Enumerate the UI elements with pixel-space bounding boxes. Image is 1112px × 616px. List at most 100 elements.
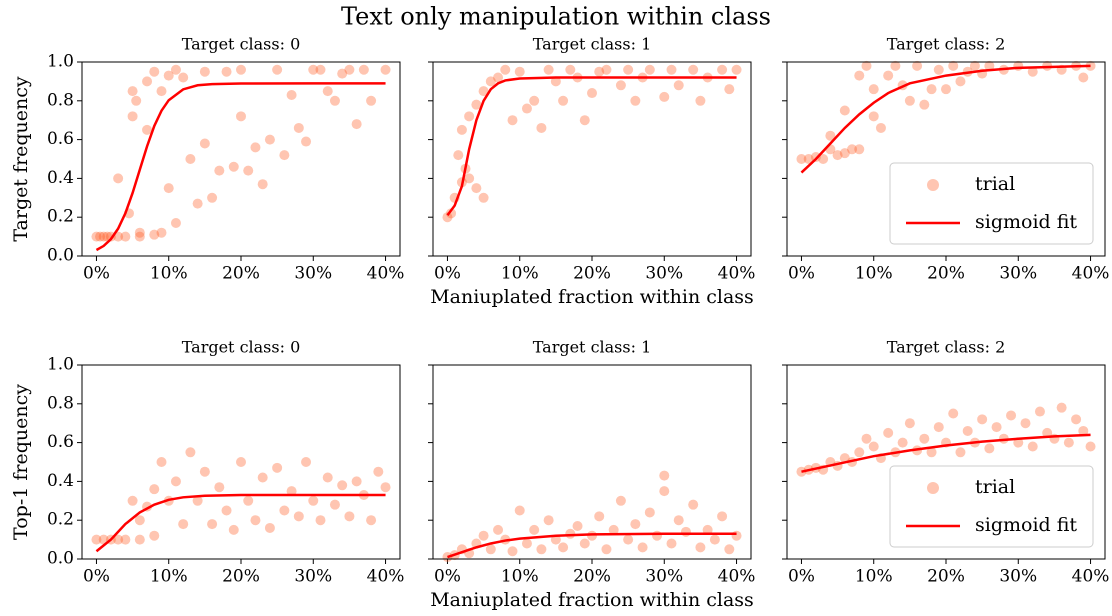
trial-point: [579, 538, 590, 549]
y-tick-label: 0.0: [47, 246, 74, 266]
trial-point: [709, 534, 720, 545]
trial-point: [521, 103, 532, 114]
fit-line: [446, 76, 737, 217]
trial-point: [95, 231, 106, 242]
trial-point: [380, 482, 391, 493]
trial-point: [344, 64, 355, 75]
trial-point: [904, 418, 915, 429]
trial-point: [337, 68, 348, 79]
trial-point: [948, 60, 959, 71]
trial-point: [666, 64, 677, 75]
trial-point: [1078, 425, 1089, 436]
trial-point: [221, 66, 232, 77]
x-tick-label: 30%: [294, 264, 332, 284]
x-tick-label: 0%: [83, 567, 110, 587]
x-tick-label: 0%: [788, 264, 815, 284]
y-tick-label: 0.8: [47, 393, 74, 413]
trial-point: [912, 60, 923, 71]
trial-point: [955, 76, 966, 87]
trial-point: [977, 414, 988, 425]
x-tick-label: 20%: [927, 567, 965, 587]
trial-point: [113, 173, 124, 184]
trial-point: [351, 476, 362, 487]
trial-point: [98, 231, 109, 242]
trial-point: [272, 64, 283, 75]
trial-point: [315, 515, 326, 526]
trial-point: [717, 511, 728, 522]
subplot-title: Target class: 2: [887, 338, 1006, 357]
trial-point: [373, 466, 384, 477]
trial-point: [286, 486, 297, 497]
trial-point: [536, 122, 547, 133]
x-axis-label: Maniuplated fraction within class: [430, 286, 754, 308]
trial-point: [127, 495, 138, 506]
trial-point: [695, 95, 706, 106]
trial-point: [456, 124, 467, 135]
trial-point: [199, 466, 210, 477]
trial-point: [579, 115, 590, 126]
trial-point: [279, 150, 290, 161]
trial-point: [558, 542, 569, 553]
subplot-title: Target class: 2: [887, 35, 1006, 54]
trial-point: [185, 154, 196, 164]
x-tick-label: 20%: [927, 264, 965, 284]
trial-point: [507, 115, 518, 126]
trial-point: [1071, 414, 1082, 425]
trial-point: [514, 505, 525, 516]
x-tick-label: 10%: [150, 264, 188, 284]
fit-line: [800, 64, 1091, 174]
trial-point: [500, 64, 511, 75]
figure-title: Text only manipulation within class: [341, 3, 771, 31]
trial-point: [803, 154, 814, 164]
trial-point: [264, 134, 275, 145]
trial-point: [170, 476, 181, 487]
x-tick-label: 30%: [645, 264, 683, 284]
x-tick-label: 0%: [434, 567, 461, 587]
y-tick-label: 0.6: [47, 129, 74, 149]
trial-point: [890, 60, 901, 71]
trial-point: [1020, 418, 1031, 429]
trial-point: [919, 99, 930, 110]
trial-point: [962, 425, 973, 436]
fit-line: [801, 433, 1091, 473]
trial-point: [142, 76, 153, 87]
trial-point: [818, 154, 829, 164]
trial-point: [883, 427, 894, 438]
trial-point: [91, 534, 102, 545]
x-tick-label: 10%: [150, 567, 188, 587]
x-tick-label: 40%: [367, 567, 405, 587]
trial-point: [969, 60, 980, 71]
trial-point: [955, 447, 966, 458]
subplot-title: Target class: 0: [182, 35, 301, 54]
trial-point: [724, 84, 735, 95]
x-tick-label: 10%: [501, 264, 539, 284]
trial-point: [293, 511, 304, 522]
trial-point: [608, 524, 619, 535]
x-axis-label: Maniuplated fraction within class: [430, 589, 754, 611]
trial-point: [442, 212, 453, 223]
trial-point: [1085, 441, 1096, 452]
trial-point: [485, 76, 496, 87]
subplot-title: Target class: 1: [533, 338, 652, 357]
x-tick-label: 40%: [1072, 264, 1110, 284]
trial-point: [1063, 437, 1074, 448]
trial-point: [329, 499, 340, 510]
trial-point: [543, 64, 554, 75]
trial-point: [601, 64, 612, 75]
trial-point: [315, 64, 326, 75]
trial-point: [344, 511, 355, 522]
trial-point: [984, 60, 995, 71]
trial-point: [142, 124, 153, 135]
trial-point: [478, 86, 489, 97]
trial-point: [601, 544, 612, 555]
y-tick-label: 1.0: [47, 52, 74, 72]
x-tick-label: 20%: [573, 264, 611, 284]
trial-point: [243, 165, 254, 176]
legend-marker: [927, 179, 939, 191]
trial-point: [221, 505, 232, 516]
trial-point: [485, 544, 496, 555]
trial-point: [156, 227, 167, 238]
trial-point: [933, 64, 944, 75]
axes-frame: [81, 61, 401, 257]
